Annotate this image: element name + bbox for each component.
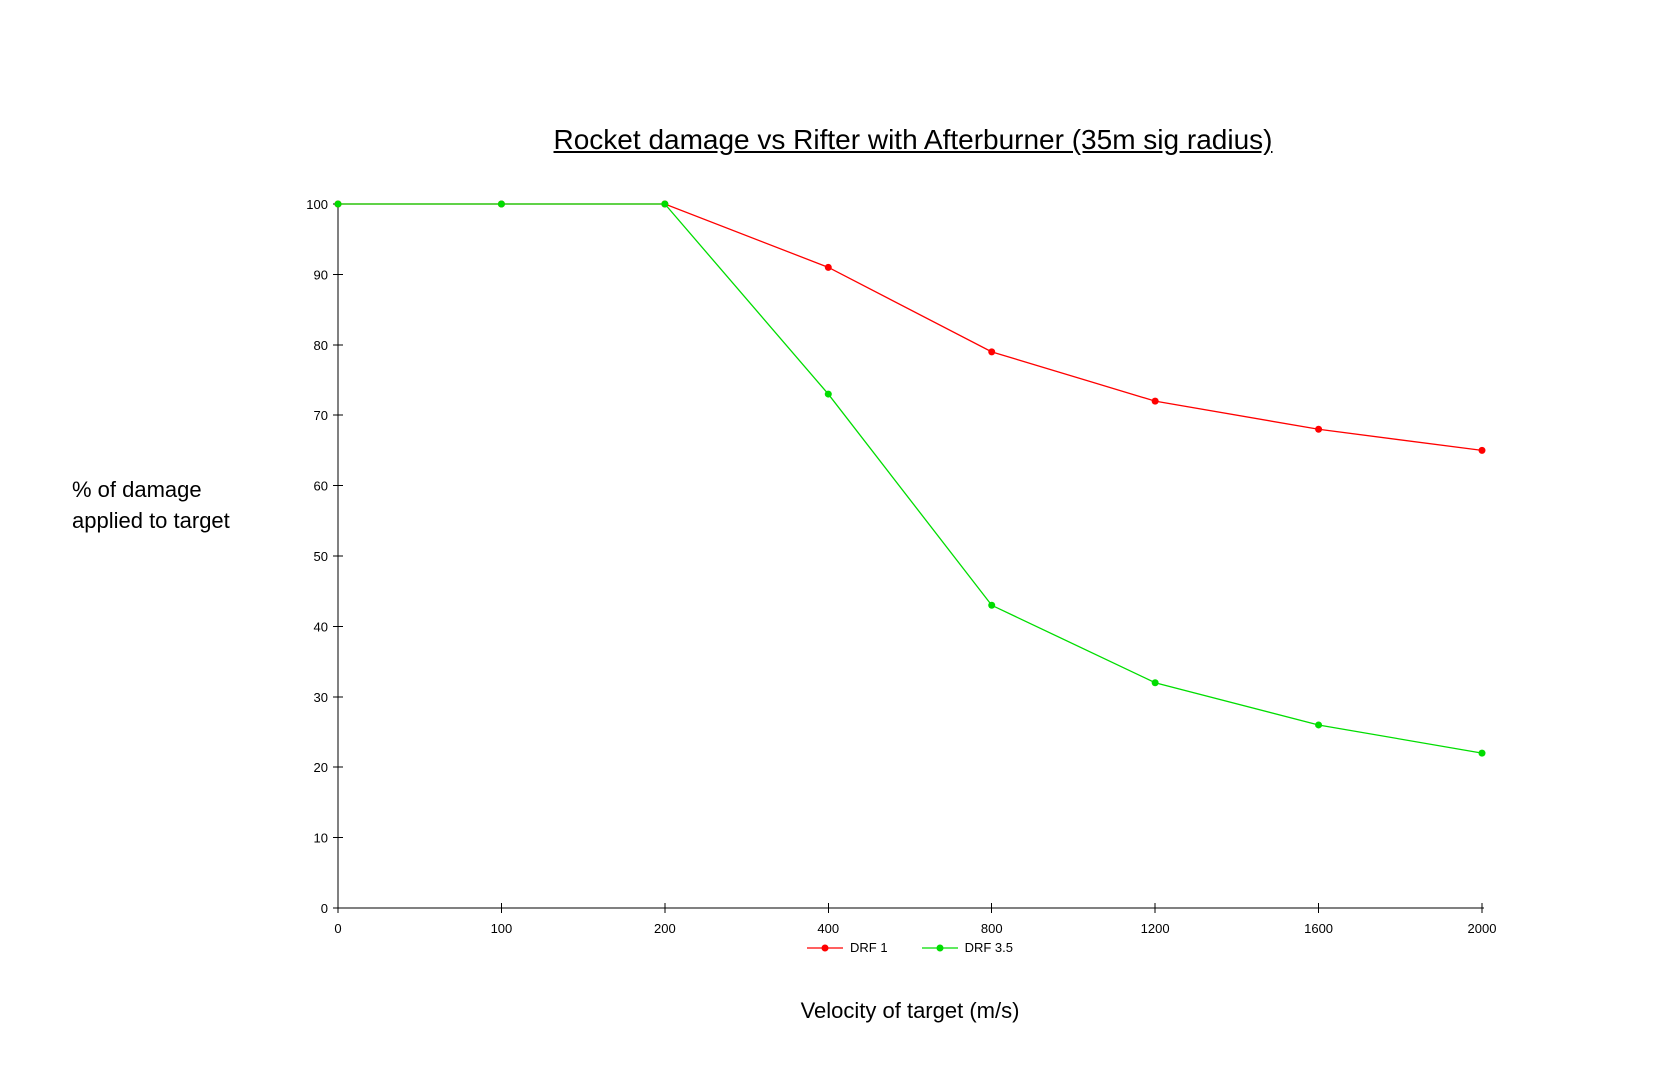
data-point-drf-3-5 [824,390,832,398]
x-tick-label: 2000 [1468,921,1497,936]
data-point-drf-3-5 [334,200,342,208]
y-tick-label: 90 [314,267,328,282]
data-point-drf-1 [1478,446,1486,454]
data-point-drf-1 [824,263,832,271]
legend: DRF 1 DRF 3.5 [338,940,1482,955]
legend-marker-icon [921,944,958,951]
data-point-drf-3-5 [497,200,505,208]
data-point-drf-3-5 [988,601,996,609]
series-line-drf-1 [338,203,1483,452]
x-tick-label: 100 [491,921,513,936]
x-axis-title: Velocity of target (m/s) [800,998,1020,1023]
data-point-drf-1 [988,348,996,356]
data-point-drf-1 [1315,425,1323,433]
x-tick-label: 800 [981,921,1003,936]
y-tick-label: 20 [314,760,328,775]
x-tick-label: 1600 [1304,921,1333,936]
y-tick-label: 70 [314,408,328,423]
y-axis-label-line-1: % of damage [72,477,202,502]
legend-item-drf-1: DRF 1 [807,940,888,955]
legend-label: DRF 3.5 [964,940,1013,955]
legend-item-drf-3-5: DRF 3.5 [921,940,1013,955]
series-line-drf-3-5 [338,203,1483,754]
data-point-drf-3-5 [661,200,669,208]
y-tick-label: 30 [314,690,328,705]
y-tick-label: 80 [314,338,328,353]
legend-marker-icon [807,944,844,951]
legend-label: DRF 1 [850,940,888,955]
y-axis-label-line-2: applied to target [72,508,230,533]
data-point-drf-3-5 [1315,721,1323,729]
y-tick-label: 0 [321,901,328,916]
y-tick-label: 60 [314,479,328,494]
y-tick-label: 50 [314,549,328,564]
x-tick-label: 200 [654,921,676,936]
x-tick-label: 0 [334,921,341,936]
x-tick-label: 400 [817,921,839,936]
data-point-drf-1 [1151,397,1159,405]
data-point-drf-3-5 [1151,679,1159,687]
y-tick-label: 40 [314,619,328,634]
y-axis-label: % of damage applied to target [72,474,230,536]
x-tick-label: 1200 [1141,921,1170,936]
y-tick-label: 10 [314,831,328,846]
data-point-drf-3-5 [1478,749,1486,757]
y-tick-label: 100 [306,197,328,212]
chart-title: Rocket damage vs Rifter with Afterburner… [553,124,1273,155]
